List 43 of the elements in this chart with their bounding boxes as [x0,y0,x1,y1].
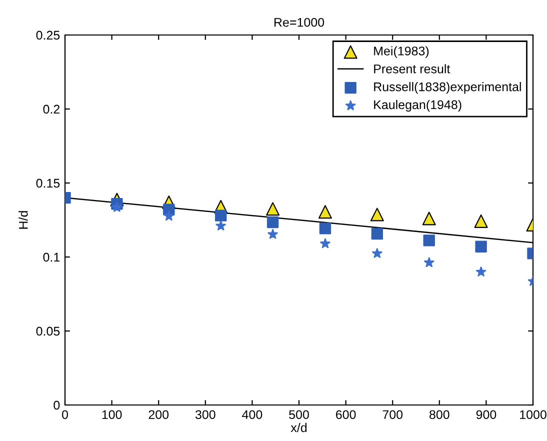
x-tick-label: 500 [289,410,309,420]
point [318,205,332,219]
point [475,240,487,252]
x-tick-label: 200 [148,410,169,420]
point [371,228,383,240]
legend-label: Kaulegan(1948) [374,100,462,112]
point [216,220,226,230]
y-tick-label: 0.2 [43,104,60,114]
x-tick-label: 800 [430,410,450,420]
point [266,216,279,228]
x-tick-label: 0 [62,410,68,420]
point [266,202,280,216]
x-tick-label: 700 [382,410,403,420]
x-tick-label: 300 [195,410,216,420]
point [423,234,435,246]
x-tick-label: 400 [242,410,262,420]
legend-label: Russell(1838)experimental [374,82,521,94]
legend-label: Mei(1983) [374,46,429,58]
point [370,208,384,222]
point [320,238,330,248]
x-tick-label: 900 [476,410,496,420]
x-tick-label: 100 [102,410,122,420]
point [319,222,332,234]
point [268,229,278,239]
point [424,257,434,268]
point [112,202,122,212]
x-tick-label: 1000 [520,410,546,420]
y-tick-label: 0.1 [43,252,60,262]
point [164,210,174,221]
y-tick-label: 0.05 [36,326,60,336]
y-tick-label: 0.15 [36,178,60,188]
point [474,214,488,228]
legend-label: Present result [374,64,450,74]
point [422,212,436,226]
point [372,248,382,258]
y-tick-label: 0.25 [36,30,60,40]
y-tick-label: 0 [54,400,60,410]
x-tick-label: 600 [336,410,356,420]
point [476,266,486,276]
chart-title: Re=1000 [274,18,324,27]
x-axis-title: x/d [290,422,307,432]
point [215,210,227,222]
y-axis-title: H/d [18,211,28,229]
